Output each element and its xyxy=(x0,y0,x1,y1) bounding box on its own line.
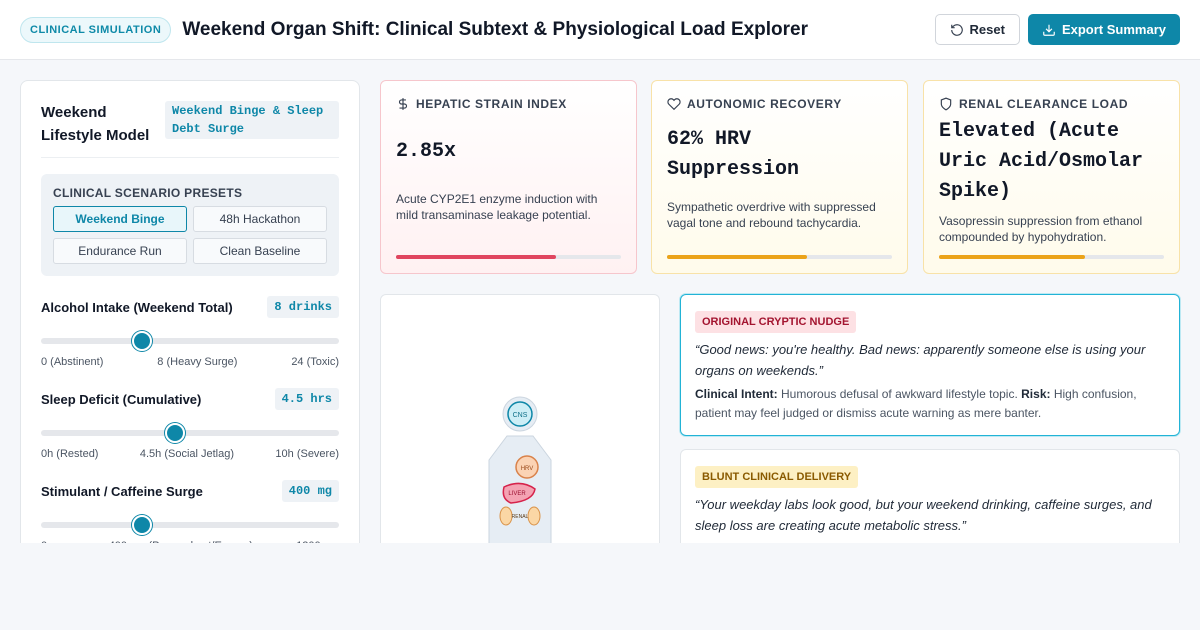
slider-track xyxy=(41,331,339,351)
message-tag: ORIGINAL CRYPTIC NUDGE xyxy=(695,311,857,333)
body-map: CNS HRV LIVER RENAL xyxy=(380,294,660,543)
slider-thumb[interactable] xyxy=(132,331,153,351)
message-quote: “Good news: you're healthy. Bad news: ap… xyxy=(695,342,1146,378)
text: Humorous defusal of awkward lifestyle to… xyxy=(781,387,1018,401)
tick-label: 400 mg (Pre-workout/Energy) xyxy=(109,540,253,543)
slider-label: Stimulant / Caffeine Surge xyxy=(41,483,203,499)
organ-label: HRV xyxy=(521,466,534,472)
tick-label: 0 (Abstinent) xyxy=(41,356,104,368)
kidney xyxy=(499,506,513,526)
liver-zone xyxy=(502,482,536,504)
metric-description: Acute CYP2E1 enzyme induction with mild … xyxy=(396,192,598,222)
metric-value: 2.85x xyxy=(396,140,457,163)
page-title: Weekend Organ Shift: Clinical Subtext & … xyxy=(182,18,809,40)
tick-label: 10h (Severe) xyxy=(275,448,339,460)
slider-label: Alcohol Intake (Weekend Total) xyxy=(41,299,233,315)
tick-label: 8 (Heavy Surge) xyxy=(157,356,238,368)
slider: Stimulant / Caffeine Surge 400 mg 0 mg 400 … xyxy=(41,480,339,543)
model-tag: Weekend Binge & Sleep Debt Surge xyxy=(165,101,339,139)
tick-label: 0 mg xyxy=(41,540,65,543)
sidebar-header: Weekend Lifestyle Model Weekend Binge & … xyxy=(41,101,339,158)
slider-ticks: 0h (Rested) 4.5h (Social Jetlag) 10h (Seve… xyxy=(41,448,339,460)
label: Clinical Intent: xyxy=(695,387,778,401)
presets: CLINICAL SCENARIO PRESETS Weekend Binge … xyxy=(41,174,339,276)
slider-header: Stimulant / Caffeine Surge 400 mg xyxy=(41,480,339,502)
slider-value: 400 mg xyxy=(281,480,339,502)
message-quote: “Your weekday labs look good, but your w… xyxy=(695,497,1152,533)
preset-grid: Weekend Binge 48h Hackathon Endurance Ru… xyxy=(53,206,327,264)
export-button[interactable]: Export Summary xyxy=(1027,14,1180,45)
preset-button[interactable]: Endurance Run xyxy=(53,238,187,264)
reset-button[interactable]: Reset xyxy=(934,14,1020,45)
metric-value: 62% HRV Suppression xyxy=(667,128,800,181)
organ-label: RENAL xyxy=(512,514,529,520)
metric-value: Elevated (Acute Uric Acid/Osmolar Spike) xyxy=(939,120,1144,203)
slider-label: Sleep Deficit (Cumulative) xyxy=(41,391,202,407)
tick-label: 4.5h (Social Jetlag) xyxy=(139,448,235,460)
button-label: Reset xyxy=(969,22,1005,37)
message-card: BLUNT CLINICAL DELIVERY “Your weekday la… xyxy=(680,449,1180,543)
metric-card: HEPATIC STRAIN INDEX 2.85x Acute CYP2E1 … xyxy=(380,80,637,274)
slider-track xyxy=(41,423,339,443)
message-tag: BLUNT CLINICAL DELIVERY xyxy=(695,466,859,488)
progress-track xyxy=(667,255,892,259)
metric-description: Vasopressin suppression from ethanol com… xyxy=(939,214,1143,244)
message-card: ORIGINAL CRYPTIC NUDGE “Good news: you'r… xyxy=(680,294,1180,436)
tick-label: 1200 mg xyxy=(296,540,339,543)
sidebar-title: Weekend Lifestyle Model xyxy=(41,104,150,144)
slider-thumb[interactable] xyxy=(132,515,153,535)
progress-fill xyxy=(396,255,556,259)
slider-track xyxy=(41,515,339,535)
preset-button[interactable]: 48h Hackathon xyxy=(193,206,327,232)
slider-value: 4.5 hrs xyxy=(274,388,339,410)
slider-header: Alcohol Intake (Weekend Total) 8 drinks xyxy=(41,296,339,318)
tick-label: 0h (Rested) xyxy=(41,448,99,460)
progress-fill xyxy=(667,255,807,259)
slider: Sleep Deficit (Cumulative) 4.5 hrs 0h (Res… xyxy=(41,388,339,460)
sliders: Alcohol Intake (Weekend Total) 8 drinks 0 … xyxy=(41,296,339,543)
progress-track xyxy=(396,255,621,259)
metric-header: RENAL CLEARANCE LOAD xyxy=(939,97,1164,111)
metric-title: RENAL CLEARANCE LOAD xyxy=(959,97,1129,111)
slider-thumb[interactable] xyxy=(165,423,186,443)
heart-zone xyxy=(515,455,539,479)
body-figure: CNS HRV LIVER RENAL xyxy=(488,396,552,543)
slider: Alcohol Intake (Weekend Total) 8 drinks 0 … xyxy=(41,296,339,368)
slider-header: Sleep Deficit (Cumulative) 4.5 hrs xyxy=(41,388,339,410)
main: Weekend Lifestyle Model Weekend Binge & … xyxy=(0,60,1200,543)
label: Risk: xyxy=(1021,387,1051,401)
cns-zone xyxy=(507,401,533,427)
progress-fill xyxy=(939,255,1086,259)
metric-header: HEPATIC STRAIN INDEX xyxy=(396,97,621,111)
metric-card: RENAL CLEARANCE LOAD Elevated (Acute Uri… xyxy=(923,80,1180,274)
progress-track xyxy=(939,255,1164,259)
metric-card: AUTONOMIC RECOVERY 62% HRV Suppression S… xyxy=(651,80,908,274)
slider-ticks: 0 (Abstinent) 8 (Heavy Surge) 24 (Toxic) xyxy=(41,356,339,368)
button-label: Export Summary xyxy=(1061,22,1166,37)
organ-label: LIVER xyxy=(508,491,526,497)
header-actions: Reset Export Summary xyxy=(934,14,1180,45)
preset-button[interactable]: Weekend Binge xyxy=(53,206,187,232)
metric-header: AUTONOMIC RECOVERY xyxy=(667,97,892,111)
message-analysis: Clinical Intent: Humorous defusal of awk… xyxy=(695,385,1165,423)
tick-label: 24 (Toxic) xyxy=(291,356,339,368)
text: High confusion, patient may feel judged … xyxy=(695,387,1137,420)
badge: CLINICAL SIMULATION xyxy=(20,16,172,43)
sidebar: Weekend Lifestyle Model Weekend Binge & … xyxy=(20,80,360,543)
presets-title: CLINICAL SCENARIO PRESETS xyxy=(53,186,243,200)
metric-title: AUTONOMIC RECOVERY xyxy=(687,97,842,111)
metric-title: HEPATIC STRAIN INDEX xyxy=(416,97,567,111)
kidney xyxy=(527,506,541,526)
slider-value: 8 drinks xyxy=(267,296,339,318)
header: CLINICAL SIMULATION Weekend Organ Shift:… xyxy=(0,0,1200,60)
organ-label: CNS xyxy=(513,412,528,419)
preset-button[interactable]: Clean Baseline xyxy=(193,238,327,264)
metric-description: Sympathetic overdrive with suppressed va… xyxy=(667,200,876,230)
slider-ticks: 0 mg 400 mg (Pre-workout/Energy) 1200 mg xyxy=(41,540,339,543)
